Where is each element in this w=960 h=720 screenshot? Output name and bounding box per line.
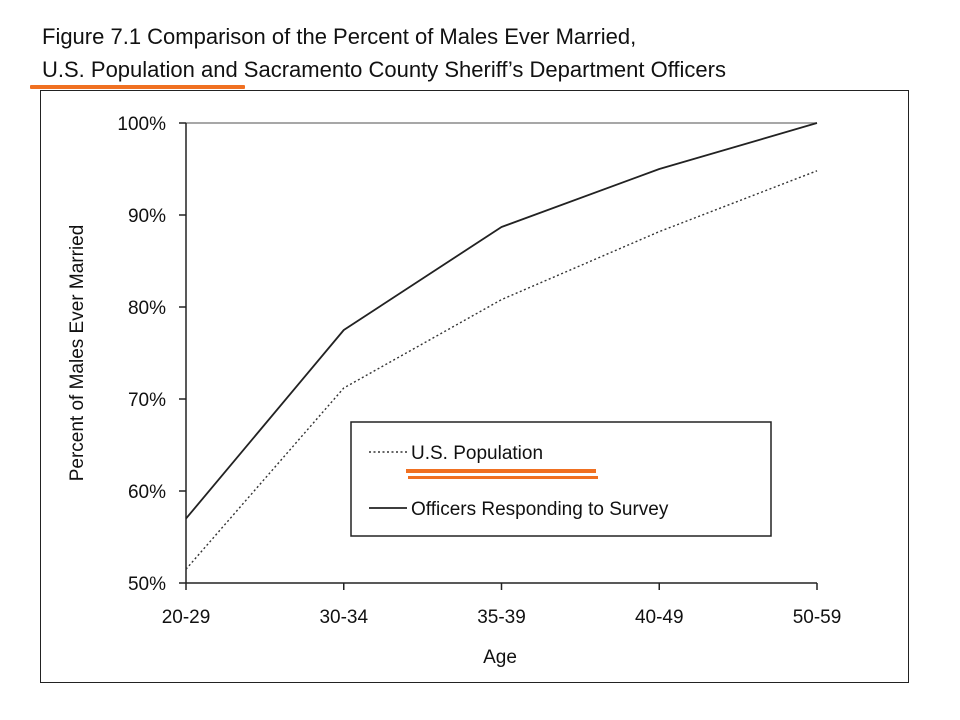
series-line-us-population [185,170,818,570]
y-tick-label: 80% [128,298,166,319]
chart-title-line-2: U.S. Population and Sacramento County Sh… [42,57,726,82]
title-highlight-underline [30,85,245,89]
y-tick-label: 60% [128,482,166,503]
legend-highlight-underline [406,469,596,473]
x-axis-title: Age [483,647,517,668]
y-tick-label: 50% [128,574,166,595]
chart-title-line-1: Figure 7.1 Comparison of the Percent of … [42,24,637,49]
chart-series [185,122,818,570]
legend-label: U.S. Population [411,443,543,464]
y-tick-label: 100% [117,114,166,135]
x-tick-label: 50-59 [793,607,842,628]
y-axis-title: Percent of Males Ever Married [67,225,88,482]
chart-legend: U.S. Population Officers Responding to Su… [350,421,772,537]
x-tick-label: 30-34 [319,607,368,628]
x-tick-label: 40-49 [635,607,684,628]
y-tick-label: 90% [128,206,166,227]
chart-frame [40,90,909,683]
series-line-officers [185,122,818,520]
legend-label: Officers Responding to Survey [411,499,669,520]
chart-axes: 50% 60% 70% 80% 90% 100% 20-29 30-34 35-39 40-49 5… [117,114,841,628]
x-tick-label: 35-39 [477,607,526,628]
x-tick-label: 20-29 [162,607,211,628]
legend-highlight-underline-2 [408,476,598,479]
y-tick-label: 70% [128,390,166,411]
